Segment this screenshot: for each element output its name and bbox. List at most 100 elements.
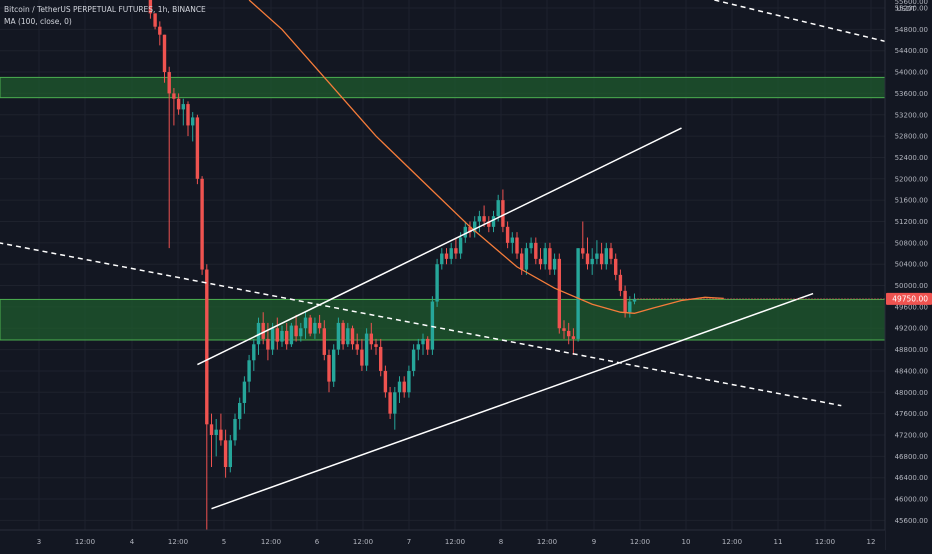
- candle-body: [605, 248, 608, 264]
- time-tick-label: 12:00: [75, 538, 95, 546]
- candle-body: [600, 254, 603, 265]
- candle-body: [520, 254, 523, 270]
- price-tick-label: 50800.00: [895, 239, 928, 247]
- candle-body: [511, 238, 514, 243]
- candle-body: [525, 248, 528, 269]
- candle-body: [327, 355, 330, 382]
- candle-body: [388, 392, 391, 413]
- candle-body: [360, 350, 363, 366]
- candle-body: [266, 339, 269, 350]
- price-tick-label: 54800.00: [895, 26, 928, 34]
- candle-body: [623, 291, 626, 312]
- time-tick-label: 6: [315, 538, 320, 546]
- candle-body: [351, 328, 354, 344]
- candle-body: [558, 259, 561, 328]
- time-tick-label: 12:00: [537, 538, 557, 546]
- candle-body: [172, 93, 175, 98]
- price-tick-label: 48400.00: [895, 367, 928, 375]
- time-tick-label: 12: [867, 538, 876, 546]
- candle-body: [233, 419, 236, 440]
- candle-body: [276, 328, 279, 341]
- price-tick-label: 54400.00: [895, 47, 928, 55]
- candle-body: [229, 440, 232, 467]
- candle-body: [262, 323, 265, 339]
- candle-body: [553, 259, 556, 270]
- candle-body: [271, 328, 274, 349]
- last-price-label: 49750.00: [892, 295, 928, 304]
- candle-body: [346, 328, 349, 344]
- candle-body: [562, 328, 565, 331]
- time-tick-label: 4: [130, 538, 135, 546]
- candle-body: [356, 344, 359, 349]
- price-tick-label: 53600.00: [895, 90, 928, 98]
- candle-body: [539, 259, 542, 264]
- candle-body: [440, 254, 443, 265]
- candle-body: [403, 382, 406, 393]
- candle-body: [515, 238, 518, 254]
- candle-body: [299, 328, 302, 336]
- candle-body: [544, 248, 547, 264]
- time-tick-label: 8: [499, 538, 503, 546]
- candle-body: [313, 323, 316, 334]
- candle-body: [459, 238, 462, 254]
- candle-body: [304, 318, 307, 329]
- candle-body: [341, 323, 344, 344]
- indicator-label: MA (100, close, 0): [4, 16, 206, 28]
- candle-body: [219, 430, 222, 441]
- time-tick-label: 12:00: [445, 538, 465, 546]
- candle-body: [431, 302, 434, 350]
- candle-body: [191, 117, 194, 125]
- time-tick-label: 9: [592, 538, 596, 546]
- candle-body: [426, 339, 429, 350]
- candle-body: [200, 179, 203, 270]
- candle-body: [393, 392, 396, 413]
- candle-body: [309, 318, 312, 334]
- candle-body: [215, 430, 218, 435]
- price-tick-label: 46800.00: [895, 453, 928, 461]
- price-tick-label: 52400.00: [895, 154, 928, 162]
- price-tick-label: 50400.00: [895, 261, 928, 269]
- zone-box: [0, 77, 885, 97]
- price-axis[interactable]: 55600.00USDT45600.0046000.0046400.004680…: [885, 0, 932, 550]
- time-tick-label: 12:00: [261, 538, 281, 546]
- candle-body: [252, 344, 255, 360]
- candle-body: [163, 35, 166, 72]
- candle-body: [464, 227, 467, 238]
- time-tick-label: 12:00: [168, 538, 188, 546]
- candle-body: [614, 259, 617, 275]
- candle-body: [576, 248, 579, 339]
- price-tick-label: 54000.00: [895, 69, 928, 77]
- price-tick-label: 46400.00: [895, 474, 928, 482]
- candle-body: [506, 227, 509, 243]
- candle-body: [290, 326, 293, 345]
- candle-body: [412, 350, 415, 371]
- time-tick-label: 12:00: [630, 538, 650, 546]
- candle-body: [548, 248, 551, 269]
- candle-body: [186, 104, 189, 125]
- price-tick-label: 46000.00: [895, 496, 928, 504]
- symbol-title: Bitcoin / TetherUS PERPETUAL FUTURES, 1h…: [4, 4, 206, 16]
- candle-body: [450, 248, 453, 259]
- candle-body: [421, 339, 424, 344]
- price-tick-label: 45600.00: [895, 517, 928, 525]
- time-tick-label: 12:00: [353, 538, 373, 546]
- candle-body: [586, 254, 589, 265]
- candle-body: [365, 334, 368, 366]
- price-tick-label: 49200.00: [895, 325, 928, 333]
- price-tick-label: 53200.00: [895, 111, 928, 119]
- price-tick-label: 48000.00: [895, 389, 928, 397]
- candle-body: [454, 248, 457, 253]
- candle-body: [492, 216, 495, 227]
- price-tick-label: 51200.00: [895, 218, 928, 226]
- candle-body: [572, 336, 575, 339]
- candle-body: [280, 331, 283, 342]
- candle-body: [247, 360, 250, 381]
- candle-body: [294, 326, 297, 337]
- candle-body: [384, 371, 387, 392]
- time-tick-label: 12:00: [815, 538, 835, 546]
- time-tick-label: 7: [407, 538, 411, 546]
- candle-body: [182, 104, 185, 109]
